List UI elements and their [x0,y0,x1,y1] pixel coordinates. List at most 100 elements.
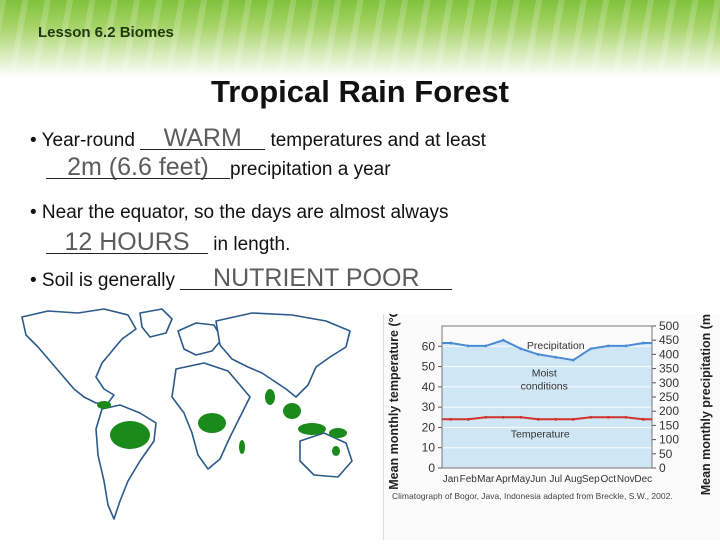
right-tick-label: 150 [659,418,679,432]
precipitation-point [519,347,523,351]
madagascar-forest [239,440,245,454]
month-label: Sep [582,474,600,485]
precipitation-point [606,344,610,348]
bullet-2-text: • Near the equator, so the days are almo… [30,202,449,223]
right-tick-label: 0 [659,461,666,475]
bullet-1-continued-suffix: precipitation a year [230,159,391,180]
right-tick-label: 500 [659,319,679,333]
right-tick-label: 250 [659,390,679,404]
month-label: Feb [460,474,478,485]
right-tick-label: 350 [659,362,679,376]
precipitation-annotation: Precipitation [527,340,585,352]
month-label: Nov [617,474,635,485]
bullet-1-prefix: • Year-round [30,130,141,151]
month-label: Aug [564,474,582,485]
temperature-point [554,417,558,421]
left-tick-label: 0 [428,461,435,475]
bullet-1-suffix: temperatures and at least [265,130,486,151]
left-tick-label: 60 [422,339,436,353]
precipitation-point [571,358,575,362]
precipitation-point [449,341,453,345]
amazon-forest [110,421,150,449]
climatograph-panel: 0 10 20 30 40 50 60 0 50 100 150 200 250 300 350 400 450… [383,299,720,540]
month-label: May [511,474,530,485]
answer-soil: NUTRIENT POOR [180,264,453,293]
right-axis-title: Mean monthly precipitation (mm) [699,314,713,495]
left-axis-title: Mean monthly temperature (°C) [387,314,401,490]
month-label: Oct [600,474,616,485]
right-tick-label: 300 [659,376,679,390]
chart-caption: Climatograph of Bogor, Java, Indonesia a… [392,491,673,501]
answer-warm: WARM [140,124,266,153]
temperature-point [519,415,523,419]
left-tick-label: 40 [422,380,436,394]
new-guinea-forest [329,428,347,438]
temperature-point [449,417,453,421]
precipitation-point [536,353,540,356]
precipitation-point [466,344,470,348]
temperature-point [641,417,645,421]
rain-forest-regions [97,389,347,456]
answer-day-length: 12 HOURS [46,228,208,257]
region-annotation-line-1: Moist [532,368,557,380]
right-tick-label: 200 [659,404,679,418]
precipitation-area [442,340,652,468]
precipitation-line [442,339,652,362]
left-tick-label: 20 [422,420,436,434]
temperature-point [571,417,575,421]
month-label: Jun [530,474,546,485]
precipitation-point [484,344,488,348]
bullet-1-continued: 2m (6.6 feet) precipitation a year [46,153,391,182]
temperature-point [536,417,540,421]
southeast-asia-forest [283,403,301,419]
bullet-1: • Year-round WARM temperatures and at le… [30,124,486,153]
month-label: Dec [634,474,652,485]
lesson-label: Lesson 6.2 Biomes [38,24,174,41]
bullet-2-continued-suffix: in length. [208,234,291,255]
precipitation-point [554,355,558,359]
precipitation-point [589,347,593,351]
bullet-3: • Soil is generally NUTRIENT POOR [30,264,453,293]
month-label: Jan [443,474,459,485]
climatograph-chart: 0102030405060050100150200250300350400450… [387,299,713,501]
asia-landmass [215,312,351,398]
north-america-landmass [21,308,137,404]
australia-forest [332,446,340,456]
month-label: Mar [477,474,495,485]
europe-landmass [177,322,223,356]
answer-precipitation: 2m (6.6 feet) [46,153,230,182]
bullet-2-continued: 12 HOURS in length. [46,228,290,257]
right-tick-label: 400 [659,347,679,361]
left-tick-label: 50 [422,360,436,374]
plot-frame [441,325,653,469]
temperature-point [606,415,610,419]
left-tick-label: 30 [422,400,436,414]
month-label: Jul [549,474,562,485]
central-america-forest [97,401,111,409]
bullet-3-prefix: • Soil is generally [30,270,181,291]
right-tick-label: 450 [659,333,679,347]
right-tick-label: 100 [659,433,679,447]
world-map [21,308,353,520]
precipitation-point [641,341,645,345]
australia-landmass [299,432,353,478]
slide-title: Tropical Rain Forest [210,74,509,109]
bullet-2: • Near the equator, so the days are almo… [30,202,449,224]
temperature-line [442,416,652,421]
region-annotation-line-2: conditions [521,381,568,393]
greenland-landmass [139,308,173,338]
temperature-point [589,415,593,419]
congo-forest [198,413,226,433]
precipitation-point [624,344,628,348]
india-forest [265,389,275,405]
temperature-point [484,415,488,419]
header-banner [0,0,720,78]
temperature-point [501,415,505,419]
temperature-point [624,415,628,419]
left-tick-label: 10 [422,441,436,455]
temperature-annotation: Temperature [511,428,570,440]
right-tick-label: 50 [659,447,673,461]
precipitation-point [501,338,505,342]
month-label: Apr [495,474,511,485]
indonesia-forest [298,423,326,435]
